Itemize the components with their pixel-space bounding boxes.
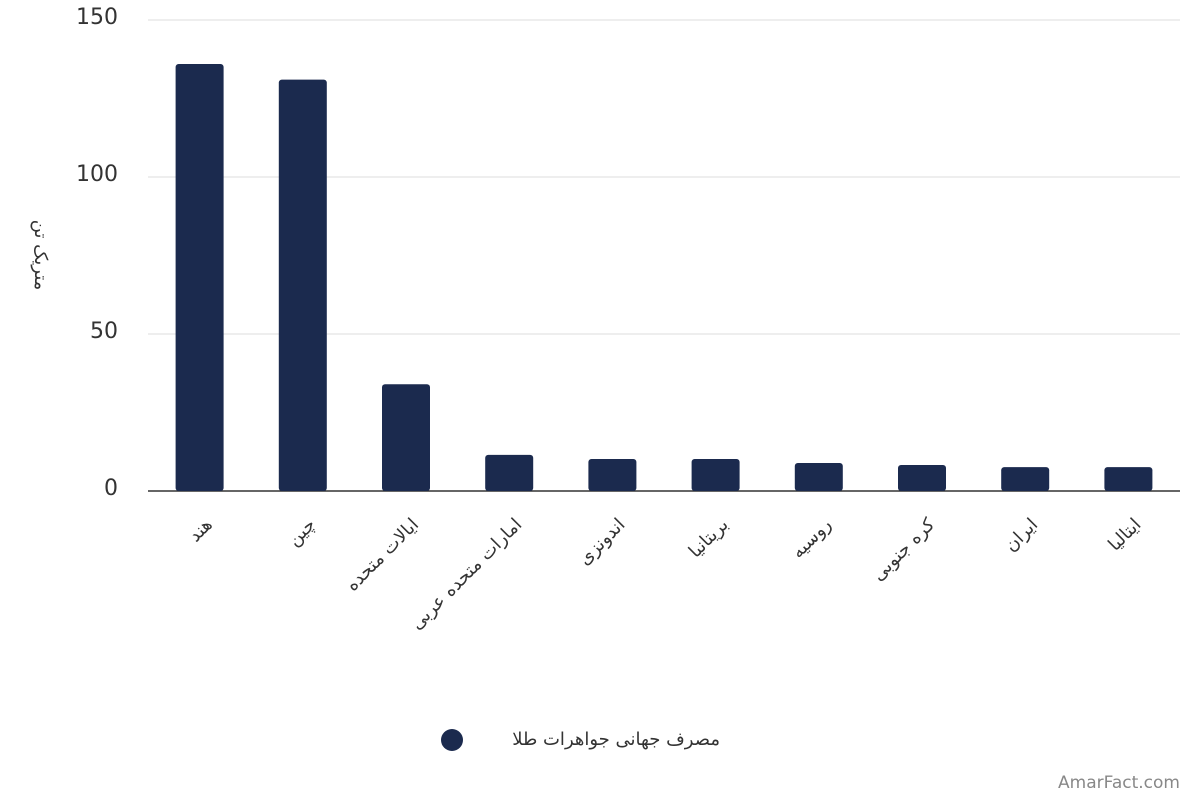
watermark: AmarFact.com xyxy=(1058,773,1180,793)
bar xyxy=(278,79,327,491)
x-tick-label: هند xyxy=(185,514,217,546)
x-tick-label: ایتالیا xyxy=(1104,514,1145,555)
x-tick-label: اندونزی xyxy=(574,514,629,569)
legend-label: مصرف جهانی جواهرات طلا xyxy=(512,729,720,750)
y-axis-label: متریک تن xyxy=(30,220,51,291)
x-tick-label: بریتانیا xyxy=(685,514,733,562)
x-tick-label: ایالات متحده xyxy=(342,514,423,595)
bar xyxy=(1104,467,1153,491)
bar xyxy=(382,384,430,491)
y-tick-label: 50 xyxy=(90,319,118,344)
bar xyxy=(898,464,946,491)
x-tick-label: روسیه xyxy=(787,514,835,562)
y-tick-label: 0 xyxy=(104,476,118,501)
bar xyxy=(175,63,224,492)
bar xyxy=(691,458,740,491)
x-tick-label: کره جنوبی xyxy=(868,514,939,585)
y-tick-label: 100 xyxy=(76,162,118,187)
bar xyxy=(794,463,843,491)
x-tick-label: چین xyxy=(284,514,320,550)
x-tick-label: امارات متحده عربی xyxy=(406,514,526,634)
bar xyxy=(588,458,637,491)
bar xyxy=(1001,467,1050,491)
legend-marker xyxy=(441,729,463,751)
x-tick-label: ایران xyxy=(1000,514,1042,556)
bar xyxy=(485,454,534,491)
y-tick-label: 150 xyxy=(76,5,118,30)
